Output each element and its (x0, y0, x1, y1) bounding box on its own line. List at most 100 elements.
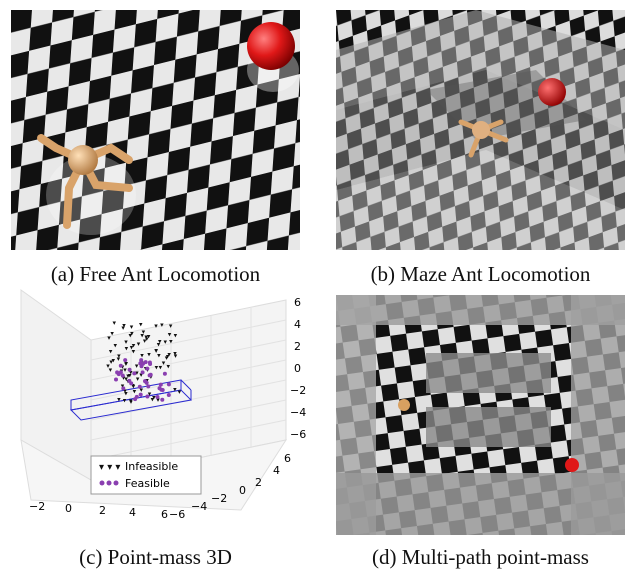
y-tick: −6 (169, 508, 185, 520)
infeasible-marker: ▾ (173, 385, 177, 393)
infeasible-marker: ▾ (123, 366, 127, 374)
infeasible-marker: ▾ (124, 390, 128, 398)
infeasible-marker: ▾ (145, 335, 149, 343)
feasible-marker (166, 393, 171, 397)
point-mass-3d-plot: ▾ ▾ ▾ ▾ ▾ ▾ ▾ ▾ ▾ ▾ ▾ ▾ ▾ ▾ ▾ ▾ ▾ ▾ ▾ ▾ ▾ ▾ ▾ ▾ ▾ ▾ ▾ ▾ ▾ ▾ ▾ ▾ ▾ ▾ ▾ ▾ ▾ ▾ ▾ ▾… (11, 280, 311, 520)
x-tick: 0 (65, 502, 72, 515)
feasible-marker (137, 384, 142, 389)
infeasible-marker: ▾ (139, 371, 143, 379)
feasible-marker (133, 397, 138, 402)
infeasible-marker: ▾ (144, 333, 148, 341)
infeasible-marker: ▾ (149, 373, 153, 381)
infeasible-marker: ▾ (140, 386, 144, 394)
infeasible-marker: ▾ (123, 397, 127, 405)
feasible-marker (115, 370, 120, 375)
infeasible-marker: ▾ (156, 396, 160, 404)
z-tick: 6 (294, 296, 301, 309)
infeasible-marker: ▾ (168, 331, 172, 339)
y-tick: 6 (284, 452, 291, 465)
infeasible-marker: ▾ (157, 351, 161, 359)
infeasible-marker: ▾ (140, 331, 144, 339)
infeasible-marker: ▾ (117, 352, 121, 360)
z-tick: 4 (294, 318, 301, 331)
y-tick: 0 (239, 484, 246, 497)
x-tick: −2 (29, 500, 45, 513)
infeasible-marker: ▾ (109, 358, 113, 366)
infeasible-marker: ▾ (167, 351, 171, 359)
z-tick: 0 (294, 362, 301, 375)
feasible-marker (120, 373, 125, 378)
infeasible-marker: ▾ (139, 321, 143, 329)
feasible-marker (114, 377, 118, 382)
feasible-marker (141, 361, 145, 366)
infeasible-marker: ▾ (166, 353, 170, 361)
feasible-marker (162, 371, 167, 376)
infeasible-marker: ▾ (124, 360, 128, 368)
infeasible-marker: ▾ (121, 382, 125, 390)
z-tick: 2 (294, 340, 301, 353)
infeasible-marker: ▾ (122, 374, 126, 382)
feasible-marker (146, 384, 151, 389)
feasible-marker (148, 372, 153, 377)
multipath-maze-render (336, 295, 625, 535)
infeasible-marker: ▾ (130, 343, 134, 351)
infeasible-marker: ▾ (145, 377, 149, 385)
infeasible-marker: ▾ (131, 382, 135, 390)
feasible-marker (143, 379, 147, 384)
infeasible-marker: ▾ (132, 348, 136, 356)
caption-a: (a) Free Ant Locomotion (50, 262, 261, 286)
infeasible-marker: ▾ (129, 332, 133, 340)
infeasible-marker: ▾ (132, 341, 136, 349)
infeasible-marker: ▾ (110, 330, 114, 338)
infeasible-marker: ▾ (148, 390, 152, 398)
legend: ▾ ▾ ▾ Infeasible Feasible (90, 455, 202, 495)
feasible-marker (138, 392, 143, 397)
z-tick: −2 (290, 384, 306, 397)
feasible-marker (140, 370, 145, 375)
infeasible-marker: ▾ (137, 340, 141, 348)
feasible-marker (145, 366, 150, 371)
feasible-marker (158, 382, 163, 387)
feasible-marker (121, 386, 126, 391)
infeasible-marker: ▾ (107, 334, 111, 342)
infeasible-marker: ▾ (129, 398, 133, 406)
infeasible-marker: ▾ (159, 363, 163, 371)
infeasible-marker: ▾ (158, 337, 162, 345)
x-tick: 2 (99, 504, 106, 517)
x-axis-ticks: −2 0 2 4 6 (29, 500, 168, 520)
infeasible-marker: ▾ (155, 363, 159, 371)
infeasible-marker: ▾ (109, 348, 113, 356)
z-tick: −4 (290, 406, 306, 419)
maze-ant-render (336, 10, 625, 250)
infeasible-marker: ▾ (128, 372, 132, 380)
infeasible-marker: ▾ (129, 369, 133, 377)
infeasible-marker: ▾ (114, 341, 118, 349)
infeasible-marker: ▾ (154, 322, 158, 330)
infeasible-marker: ▾ (152, 393, 156, 401)
infeasible-marker: ▾ (124, 375, 128, 383)
feasible-marker (118, 370, 123, 375)
legend-infeasible: Infeasible (125, 460, 178, 473)
goal-sphere (565, 458, 579, 472)
infeasible-marker: ▾ (124, 338, 128, 346)
infeasible-marker: ▾ (117, 396, 121, 404)
y-tick: 2 (255, 476, 262, 489)
infeasible-marker: ▾ (147, 350, 151, 358)
feasible-marker (160, 388, 165, 392)
caption-c: (c) Point-mass 3D (79, 545, 232, 569)
infeasible-marker: ▾ (142, 328, 146, 336)
infeasible-marker: ▾ (122, 322, 126, 330)
infeasible-marker: ▾ (174, 331, 178, 339)
infeasible-marker: ▾ (130, 323, 134, 331)
infeasible-marker: ▾ (121, 363, 125, 371)
feasible-marker (132, 371, 137, 376)
feasible-marker (123, 358, 128, 363)
infeasible-marker: ▾ (125, 345, 129, 353)
infeasible-marker: ▾ (121, 324, 125, 332)
infeasible-marker: ▾ (136, 375, 140, 383)
goal-sphere (247, 22, 295, 70)
infeasible-marker: ▾ (117, 355, 121, 363)
infeasible-marker: ▾ (162, 359, 166, 367)
infeasible-marker: ▾ (125, 360, 129, 368)
z-tick: −6 (290, 428, 306, 441)
